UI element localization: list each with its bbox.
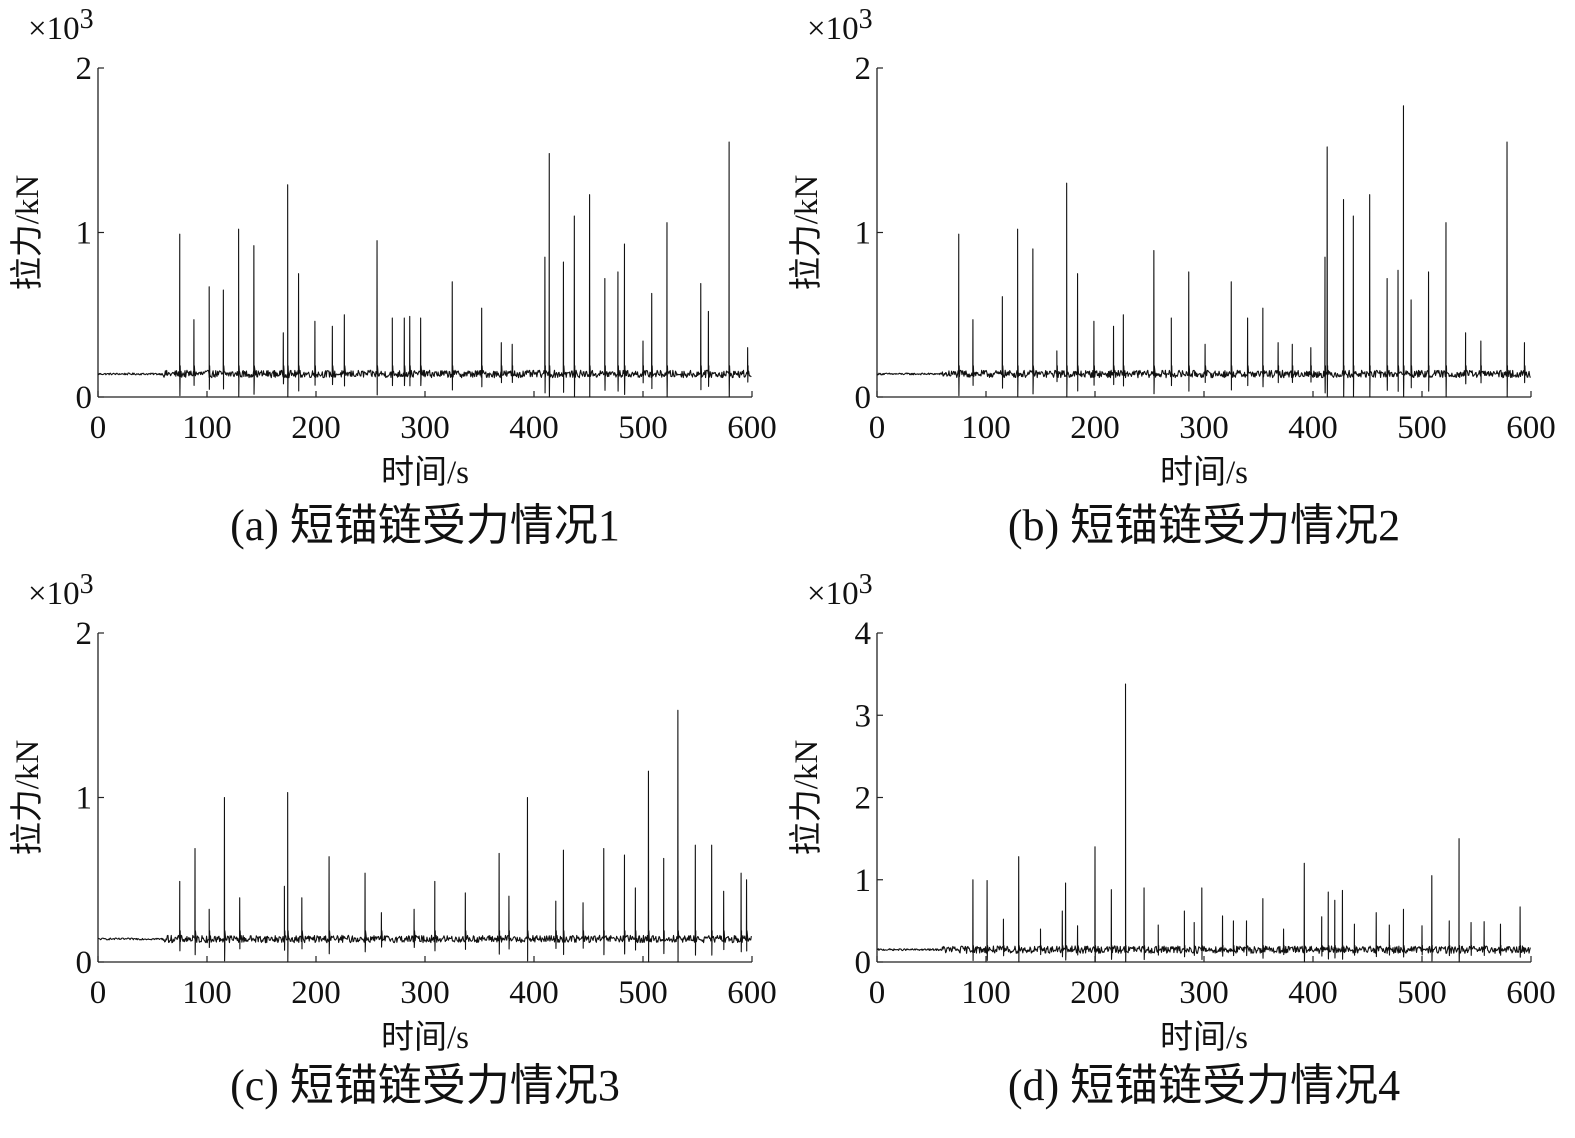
y-tick-label: 1 [76, 781, 93, 817]
x-tick-label: 500 [618, 410, 668, 446]
x-tick-label: 0 [869, 410, 886, 446]
y-multiplier: ×103 [28, 4, 94, 47]
panel-caption: (b) 短锚链受力情况2 [1008, 501, 1400, 550]
panel-a: 0 100 200 300 400 500 600 0 1 2 ×103 时间/s 拉力/kN (a) 短… [9, 4, 777, 550]
x-axis-title: 时间/s [1160, 455, 1248, 491]
x-tick-label: 400 [1288, 410, 1338, 446]
y-multiplier-exponent: 3 [859, 569, 873, 600]
y-axis-title: 拉力/kN [9, 740, 46, 856]
y-axis-title: 拉力/kN [788, 175, 825, 291]
y-tick-label: 1 [855, 863, 872, 899]
y-multiplier-exponent: 3 [859, 4, 873, 35]
y-tick-label: 2 [76, 51, 93, 87]
y-multiplier: ×103 [807, 4, 873, 47]
x-axis-title: 时间/s [1160, 1020, 1248, 1056]
y-tick-label: 4 [855, 616, 872, 652]
x-tick-label: 200 [1070, 975, 1120, 1011]
panel-caption: (a) 短锚链受力情况1 [230, 501, 620, 550]
x-axis-title: 时间/s [381, 455, 469, 491]
panel-b: 0 100 200 300 400 500 600 0 1 2 ×103 时间/s 拉力/kN (b) 短… [788, 4, 1556, 550]
y-tick-label: 3 [855, 698, 872, 734]
y-tick-label: 0 [76, 380, 93, 416]
x-tick-label: 0 [90, 410, 107, 446]
x-tick-label: 300 [1179, 410, 1229, 446]
x-tick-label: 100 [182, 410, 232, 446]
x-axis-title: 时间/s [381, 1020, 469, 1056]
y-tick-label: 1 [855, 216, 872, 252]
series-line [97, 141, 752, 398]
y-axis-title: 拉力/kN [9, 175, 46, 291]
panel-d: 0 100 200 300 400 500 600 0 1 2 3 4 ×103 时间/s 拉力/kN (d)… [788, 569, 1556, 1110]
x-tick-label: 400 [509, 975, 559, 1011]
y-multiplier-exponent: 3 [80, 569, 94, 600]
series-line [876, 105, 1531, 398]
x-tick-label: 0 [90, 975, 107, 1011]
x-tick-label: 600 [727, 410, 777, 446]
x-tick-label: 0 [869, 975, 886, 1011]
y-axis-title: 拉力/kN [788, 740, 825, 856]
x-tick-label: 400 [1288, 975, 1338, 1011]
y-multiplier: ×103 [807, 569, 873, 612]
x-tick-label: 100 [961, 975, 1011, 1011]
x-tick-label: 500 [1397, 410, 1447, 446]
y-tick-label: 0 [855, 945, 872, 981]
y-multiplier-exponent: 3 [80, 4, 94, 35]
y-tick-label: 2 [855, 51, 872, 87]
y-tick-label: 0 [76, 945, 93, 981]
y-tick-label: 2 [76, 616, 93, 652]
panel-caption: (d) 短锚链受力情况4 [1008, 1061, 1400, 1110]
x-tick-label: 300 [400, 410, 450, 446]
x-tick-label: 200 [291, 410, 341, 446]
panel-c: 0 100 200 300 400 500 600 0 1 2 ×103 时间/s 拉力/kN (c) 短… [9, 569, 777, 1110]
x-tick-label: 400 [509, 410, 559, 446]
x-tick-label: 600 [727, 975, 777, 1011]
panel-caption: (c) 短锚链受力情况3 [230, 1061, 620, 1110]
series-line [876, 683, 1531, 963]
x-tick-label: 300 [400, 975, 450, 1011]
x-tick-label: 300 [1179, 975, 1229, 1011]
x-tick-label: 200 [1070, 410, 1120, 446]
y-tick-label: 2 [855, 781, 872, 817]
y-tick-label: 0 [855, 380, 872, 416]
x-tick-label: 100 [961, 410, 1011, 446]
series-line [97, 709, 752, 963]
y-tick-label: 1 [76, 216, 93, 252]
x-tick-label: 200 [291, 975, 341, 1011]
x-tick-label: 600 [1506, 410, 1556, 446]
x-tick-label: 500 [1397, 975, 1447, 1011]
x-tick-label: 600 [1506, 975, 1556, 1011]
y-multiplier: ×103 [28, 569, 94, 612]
x-tick-label: 100 [182, 975, 232, 1011]
x-tick-label: 500 [618, 975, 668, 1011]
